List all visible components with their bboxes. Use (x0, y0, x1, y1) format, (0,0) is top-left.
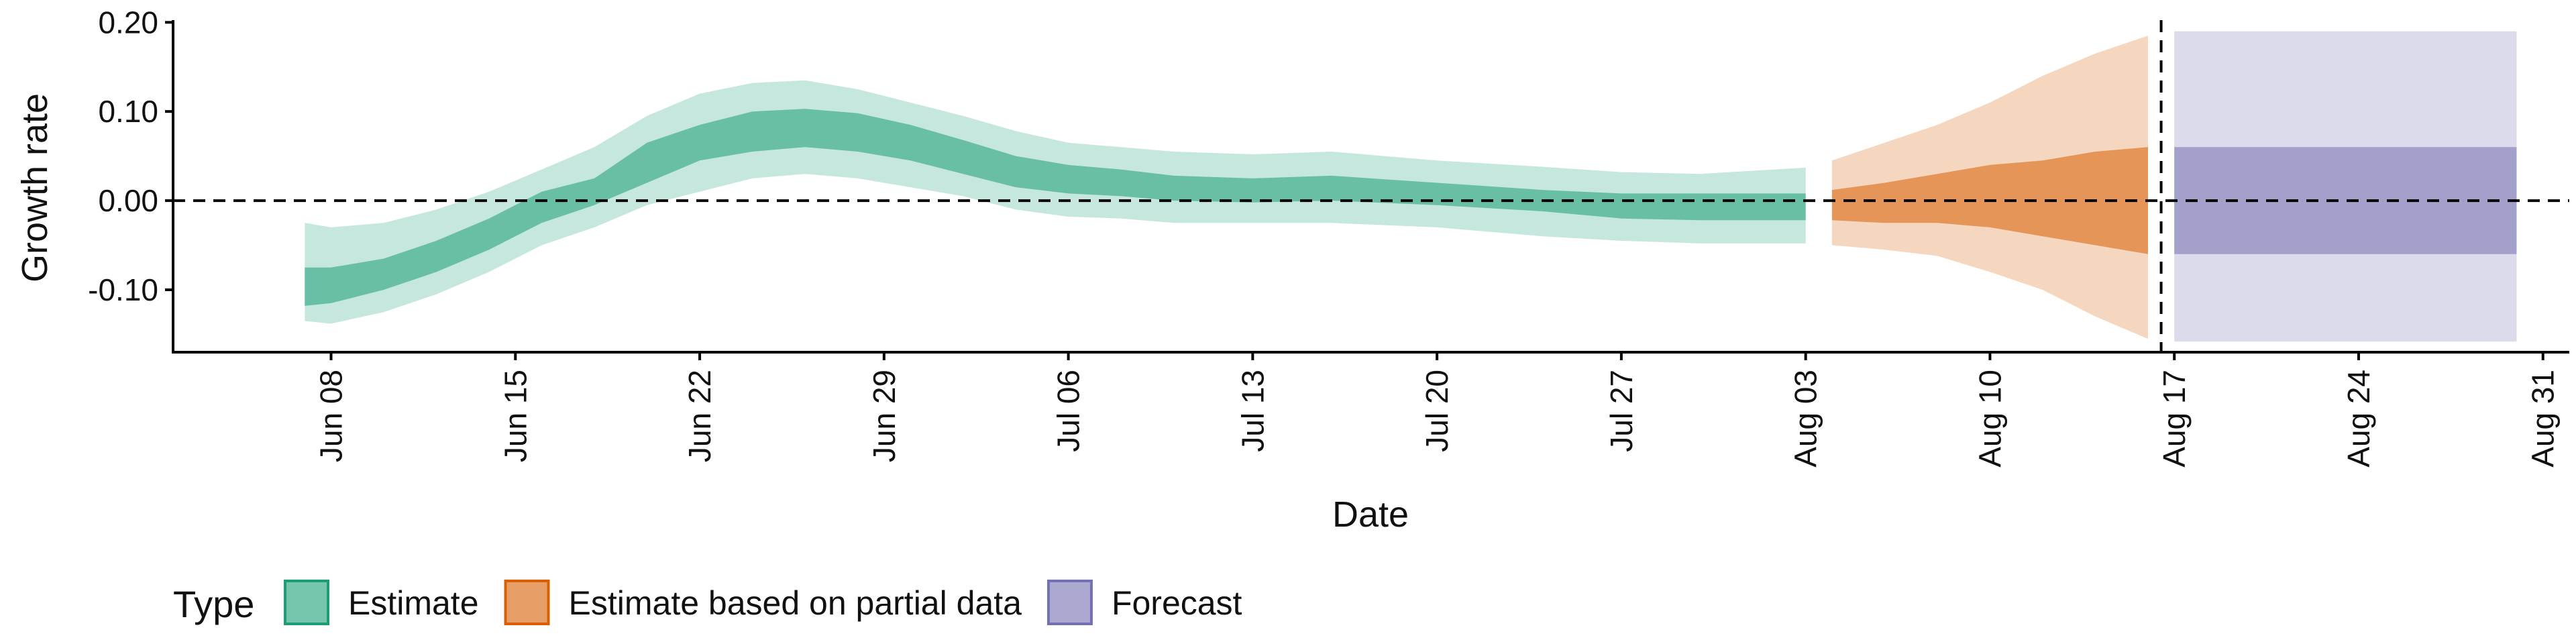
legend-swatch-estimate (284, 580, 329, 625)
legend-swatch-forecast (1046, 580, 1093, 625)
y-axis-ticks: -0.10 0.00 0.10 0.20 (88, 5, 173, 307)
x-tick-label: Aug 31 (2526, 370, 2561, 468)
x-tick-label: Jun 15 (498, 370, 533, 462)
x-tick-label: Jun 08 (314, 370, 349, 462)
x-tick-label: Jul 27 (1604, 370, 1639, 452)
x-tick-label: Jul 13 (1235, 370, 1270, 452)
legend-label-forecast: Forecast (1112, 584, 1242, 622)
legend: Type Estimate Estimate based on partial d… (173, 580, 1242, 625)
legend-title: Type (173, 583, 254, 625)
y-tick-label: 0.20 (98, 5, 158, 40)
x-tick-label: Aug 17 (2157, 370, 2192, 468)
x-axis-title: Date (1332, 494, 1409, 535)
estimate-50-band (305, 109, 1806, 306)
x-tick-label: Jul 06 (1051, 370, 1086, 452)
x-axis-ticks: Jun 08 Jun 15 Jun 22 Jun 29 Jul 06 Jul 13 Jul … (314, 352, 2561, 468)
y-tick-label: 0.10 (98, 94, 158, 129)
y-tick-label: 0.00 (98, 183, 158, 218)
x-tick-label: Aug 03 (1788, 370, 1823, 468)
x-tick-label: Jun 29 (867, 370, 902, 462)
forecast-50-band (2174, 147, 2517, 254)
x-tick-label: Jun 22 (682, 370, 717, 462)
y-axis-title: Growth rate (15, 93, 55, 282)
x-tick-label: Aug 10 (1972, 370, 2007, 468)
legend-swatch-estimate-based-on-partial-data (504, 580, 550, 625)
legend-label-estimate-based-on-partial-data: Estimate based on partial data (569, 584, 1022, 622)
legend-label-estimate: Estimate (348, 584, 479, 622)
ribbon-layer (305, 31, 2517, 342)
x-tick-label: Aug 24 (2341, 370, 2376, 468)
x-tick-label: Jul 20 (1419, 370, 1454, 452)
y-tick-label: -0.10 (88, 272, 158, 307)
